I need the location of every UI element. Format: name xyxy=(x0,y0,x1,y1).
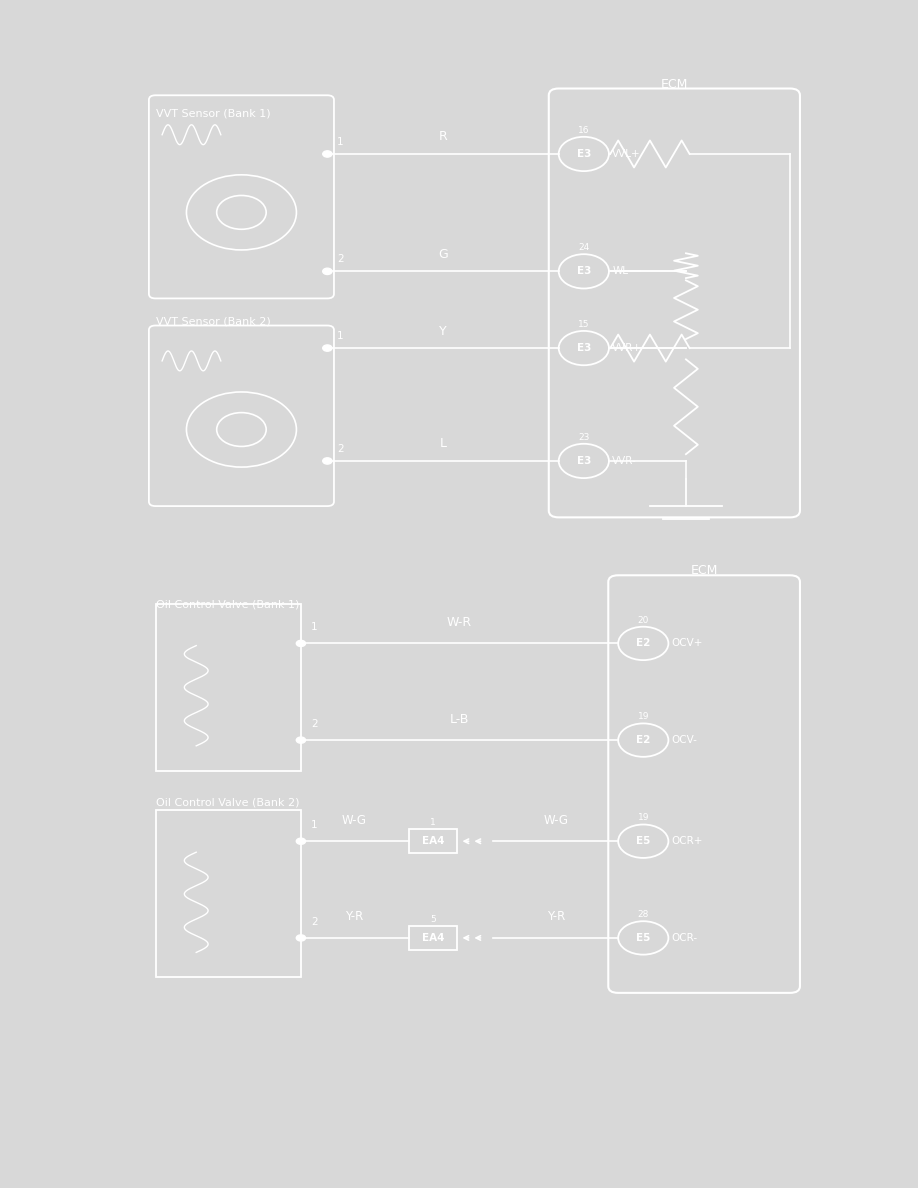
Text: 24: 24 xyxy=(578,242,589,252)
Text: EA4: EA4 xyxy=(422,933,444,943)
Text: ECM: ECM xyxy=(661,77,688,90)
Bar xyxy=(155,810,301,978)
Text: 1: 1 xyxy=(311,820,318,830)
Circle shape xyxy=(323,345,332,352)
Text: VVL+: VVL+ xyxy=(612,148,641,159)
Text: 2: 2 xyxy=(311,719,318,729)
Text: 28: 28 xyxy=(638,910,649,920)
Text: E2: E2 xyxy=(636,735,651,745)
Text: 1: 1 xyxy=(311,623,318,632)
Circle shape xyxy=(323,457,332,465)
Bar xyxy=(409,829,457,853)
Text: 1: 1 xyxy=(431,817,436,827)
Text: VVR-: VVR- xyxy=(612,456,637,466)
Text: E5: E5 xyxy=(636,836,651,846)
Text: 1: 1 xyxy=(337,137,344,147)
Text: ECM: ECM xyxy=(690,564,718,577)
Text: E3: E3 xyxy=(577,343,591,353)
Text: Y-R: Y-R xyxy=(344,910,363,923)
Text: WL-: WL- xyxy=(612,266,632,277)
Text: E2: E2 xyxy=(636,638,651,649)
Circle shape xyxy=(297,737,306,744)
Text: G: G xyxy=(438,248,448,261)
Text: VVT Sensor (Bank 2): VVT Sensor (Bank 2) xyxy=(155,316,270,327)
Bar xyxy=(155,604,301,771)
Text: E3: E3 xyxy=(577,266,591,277)
Text: VVT Sensor (Bank 1): VVT Sensor (Bank 1) xyxy=(155,109,270,119)
Circle shape xyxy=(323,268,332,274)
Bar xyxy=(409,925,457,950)
Text: 1: 1 xyxy=(337,331,344,341)
Text: E3: E3 xyxy=(577,148,591,159)
Text: 20: 20 xyxy=(638,615,649,625)
Text: 16: 16 xyxy=(578,126,589,134)
Text: 15: 15 xyxy=(578,320,589,329)
Text: L: L xyxy=(440,437,446,450)
Text: EA4: EA4 xyxy=(422,836,444,846)
Text: 19: 19 xyxy=(637,814,649,822)
Text: W-G: W-G xyxy=(543,814,568,827)
Text: OCV-: OCV- xyxy=(672,735,698,745)
Text: 19: 19 xyxy=(637,713,649,721)
Text: R: R xyxy=(439,131,447,144)
Text: 5: 5 xyxy=(431,915,436,923)
Circle shape xyxy=(323,151,332,157)
Text: W-R: W-R xyxy=(447,615,472,628)
Text: VVR+: VVR+ xyxy=(612,343,643,353)
Text: 2: 2 xyxy=(311,917,318,927)
Text: L-B: L-B xyxy=(450,713,469,726)
Text: OCR-: OCR- xyxy=(672,933,698,943)
Text: Y-R: Y-R xyxy=(546,910,565,923)
Circle shape xyxy=(297,935,306,941)
Text: OCV+: OCV+ xyxy=(672,638,703,649)
Text: OCR+: OCR+ xyxy=(672,836,703,846)
Text: E3: E3 xyxy=(577,456,591,466)
Text: E5: E5 xyxy=(636,933,651,943)
Text: Oil Control Valve (Bank 2): Oil Control Valve (Bank 2) xyxy=(155,797,299,808)
Text: Y: Y xyxy=(439,324,447,337)
Text: W-G: W-G xyxy=(341,814,366,827)
Circle shape xyxy=(297,640,306,646)
Text: 23: 23 xyxy=(578,432,589,442)
Text: 2: 2 xyxy=(337,444,344,454)
Text: Oil Control Valve (Bank 1): Oil Control Valve (Bank 1) xyxy=(155,600,299,609)
Text: 2: 2 xyxy=(337,254,344,264)
Circle shape xyxy=(297,839,306,845)
